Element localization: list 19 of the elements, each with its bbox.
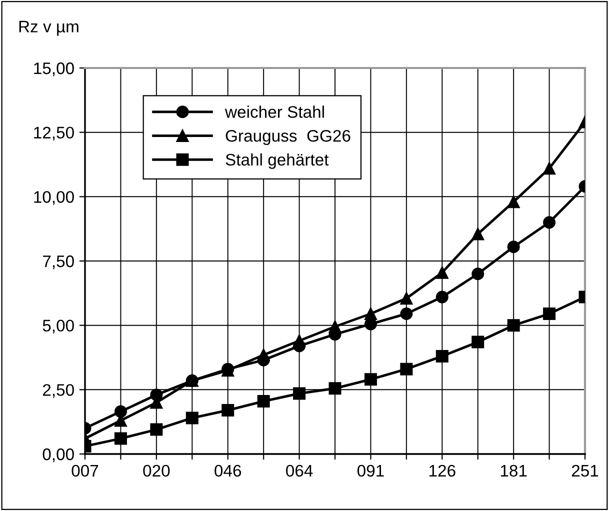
legend-label: weicher Stahl: [224, 106, 324, 118]
x-tick-label: 126: [430, 464, 456, 477]
y-tick-label: 0,00: [42, 448, 74, 462]
x-tick-label: 007: [72, 464, 98, 477]
y-tick-label: 7,50: [43, 255, 74, 270]
x-tick-label: 064: [286, 464, 313, 477]
y-tick-label: 15,00: [34, 62, 74, 76]
x-tick-label: 020: [143, 464, 170, 477]
y-tick-label: 12,50: [34, 126, 74, 141]
x-tick-label: 091: [357, 464, 384, 477]
x-tick-label: 181: [500, 464, 527, 477]
x-tick-label: 251: [572, 464, 598, 477]
x-tick-label: 046: [214, 464, 242, 477]
legend-label: Stahl gehärtet: [226, 153, 329, 169]
y-tick-label: 10,00: [34, 191, 74, 205]
y-tick-label: 2,50: [42, 384, 74, 398]
y-tick-label: 5,00: [42, 320, 74, 334]
legend-label: Grauguss GG26: [226, 130, 350, 146]
y-axis-title: Rz v µm: [19, 20, 78, 36]
